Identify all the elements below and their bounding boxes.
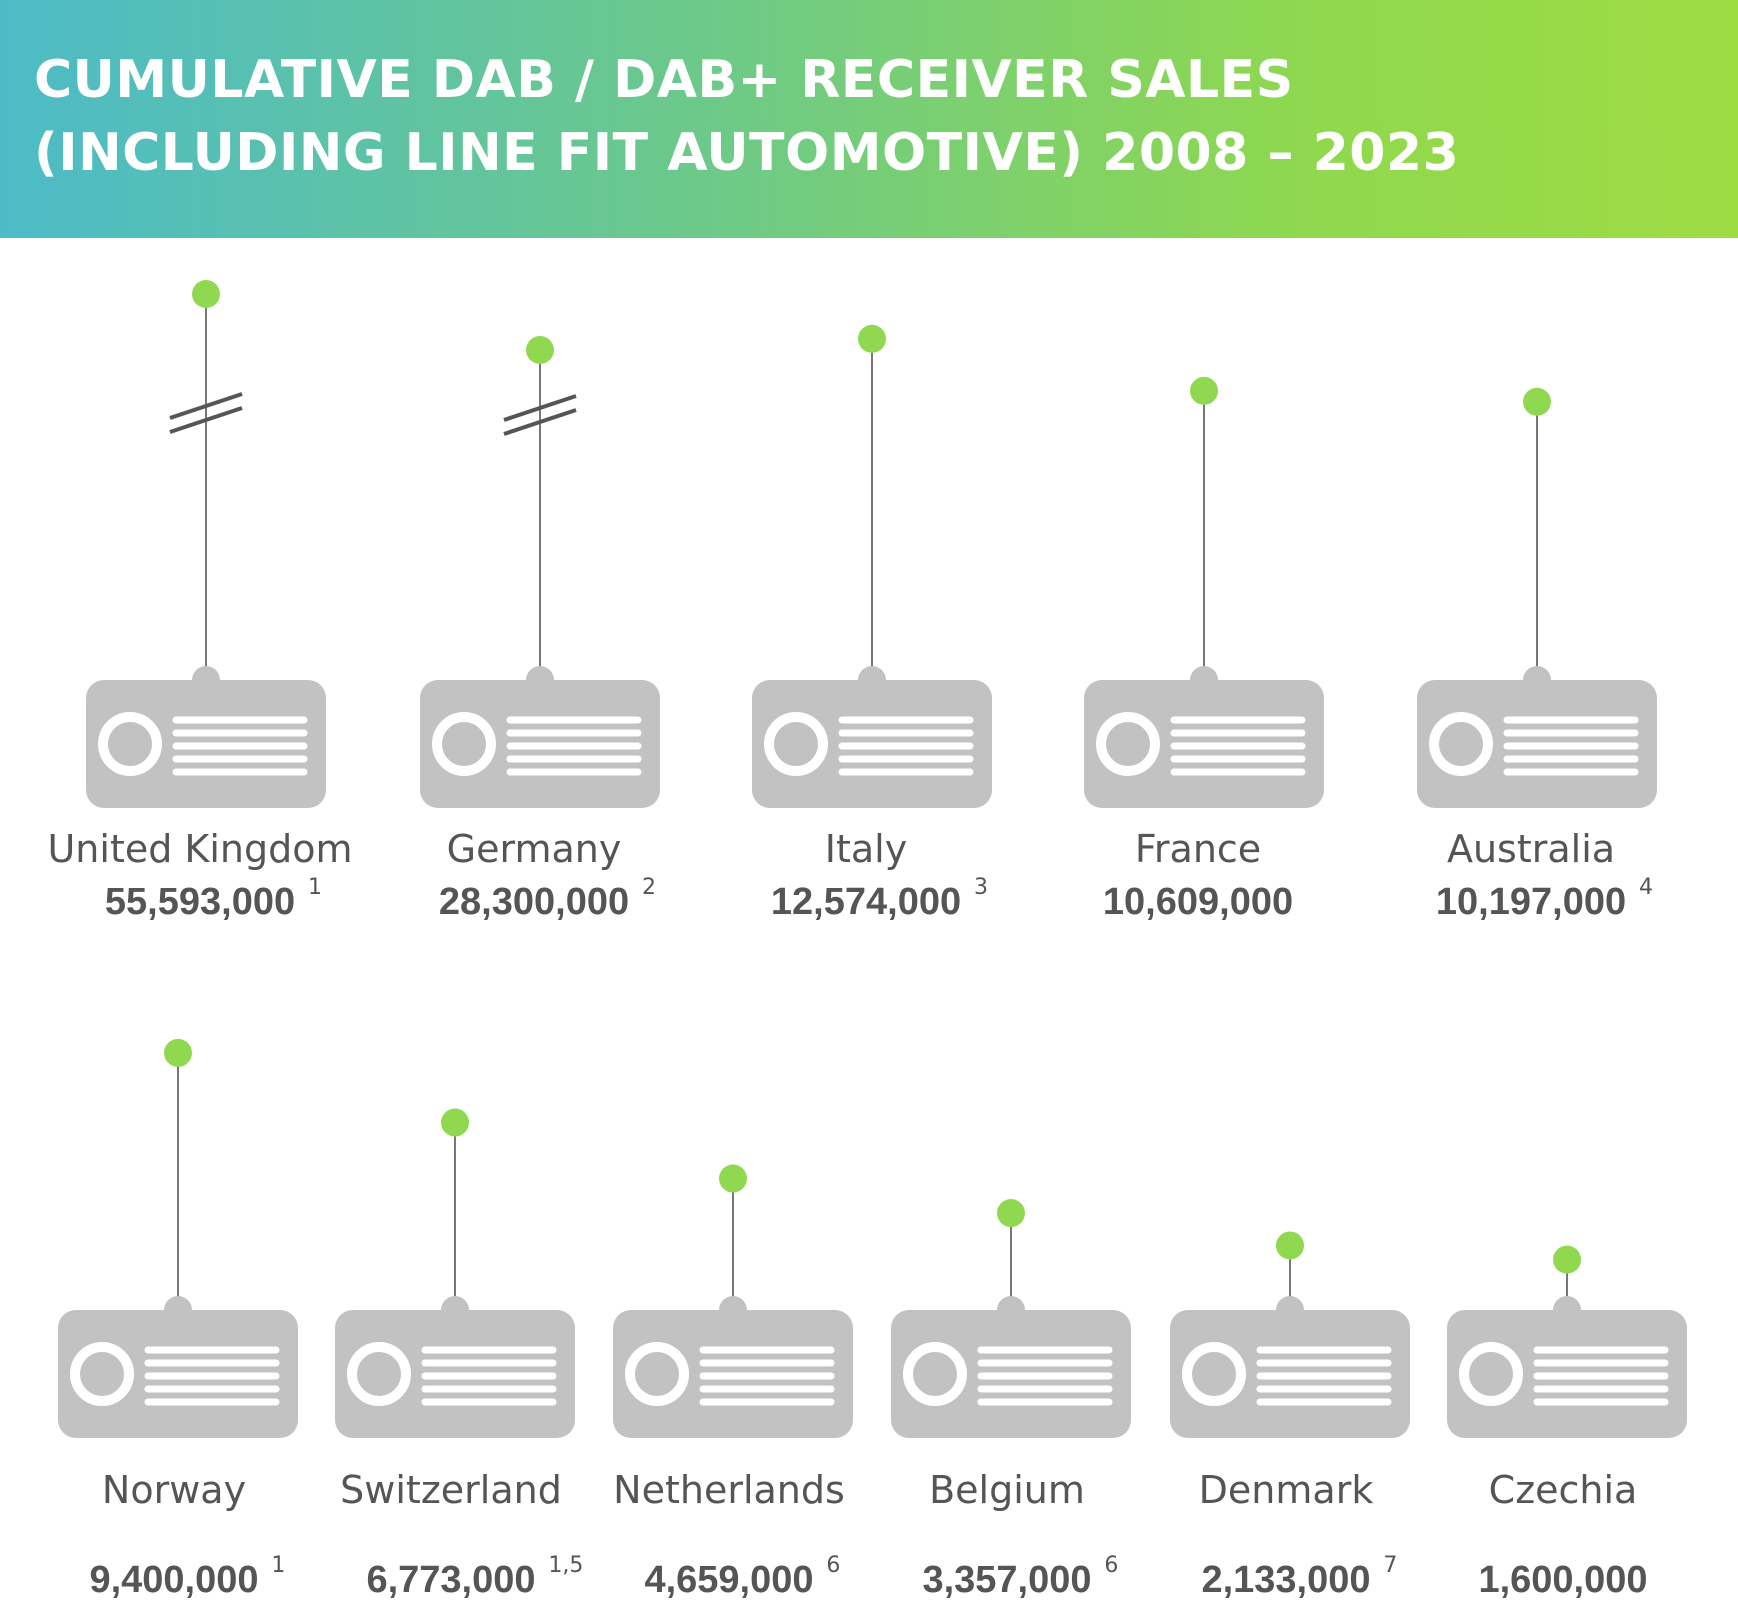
radio-france [1084,376,1324,808]
radio-italy [752,324,992,808]
country-label: France [1135,827,1261,871]
antenna-tip [526,336,554,364]
antenna-tip [1190,376,1218,405]
speaker-icon [1182,1342,1246,1406]
value-label: 12,574,000 [771,881,961,923]
footnote-marker: 2 [642,875,656,900]
speaker-icon [432,712,496,776]
speaker-icon [70,1342,134,1406]
footnote-marker: 7 [1383,1553,1397,1578]
country-label: Norway [102,1468,246,1512]
footnote-marker: 1,5 [548,1553,583,1578]
country-label: Germany [447,827,622,871]
country-label: Switzerland [340,1468,562,1512]
radio-czechia [1447,1245,1687,1438]
value-label: 6,773,000 [366,1559,535,1601]
footnote-marker: 6 [826,1553,840,1578]
receiver-sales-pictograph: United Kingdom 55,593,000 1 Germany 28,300,0… [47,280,1687,1601]
title-line-2: (INCLUDING LINE FIT AUTOMOTIVE) 2008 – 2… [34,123,1460,183]
footnote-marker: 6 [1104,1553,1118,1578]
country-label: Italy [825,827,907,871]
footnote-marker: 1 [271,1553,285,1578]
antenna-tip [1553,1245,1581,1274]
footnote-marker: 4 [1639,875,1653,900]
antenna-tip [441,1108,469,1137]
value-label: 3,357,000 [922,1559,1091,1601]
speaker-icon [625,1342,689,1406]
value-label: 28,300,000 [439,881,629,923]
page-title: CUMULATIVE DAB / DAB+ RECEIVER SALES (IN… [34,44,1684,190]
radio-switzerland [335,1108,575,1438]
speaker-icon [1429,712,1493,776]
title-banner: CUMULATIVE DAB / DAB+ RECEIVER SALES (IN… [0,0,1738,238]
antenna-tip [858,324,886,353]
axis-break-mark [503,408,577,436]
axis-break-mark [169,392,243,420]
footnote-marker: 1 [308,875,322,900]
country-label: Denmark [1199,1468,1374,1512]
footnote-marker: 3 [974,875,988,900]
value-label: 2,133,000 [1201,1559,1370,1601]
radio-united-kingdom [86,280,326,808]
radio-belgium [891,1199,1131,1438]
value-label: 9,400,000 [89,1559,258,1601]
speaker-icon [1096,712,1160,776]
antenna-tip [997,1199,1025,1228]
country-label: United Kingdom [47,827,352,871]
axis-break-mark [503,394,577,422]
antenna-tip [192,280,220,308]
country-label: Belgium [929,1468,1085,1512]
axis-break-mark [169,406,243,434]
value-label: 1,600,000 [1478,1559,1647,1601]
radio-australia [1417,387,1657,808]
antenna-tip [1276,1231,1304,1260]
speaker-icon [764,712,828,776]
speaker-icon [347,1342,411,1406]
value-label: 55,593,000 [105,881,295,923]
country-label: Czechia [1489,1468,1638,1512]
radio-germany [420,336,660,808]
antenna-tip [164,1038,192,1067]
speaker-icon [1459,1342,1523,1406]
antenna-tip [719,1164,747,1193]
value-label: 10,197,000 [1436,881,1626,923]
radio-denmark [1170,1231,1410,1438]
country-label: Australia [1447,827,1615,871]
antenna-tip [1523,387,1551,416]
value-label: 10,609,000 [1103,881,1293,923]
speaker-icon [98,712,162,776]
value-label: 4,659,000 [644,1559,813,1601]
radio-norway [58,1038,298,1438]
speaker-icon [903,1342,967,1406]
country-label: Netherlands [613,1468,845,1512]
title-line-1: CUMULATIVE DAB / DAB+ RECEIVER SALES [34,50,1294,110]
radio-netherlands [613,1164,853,1438]
